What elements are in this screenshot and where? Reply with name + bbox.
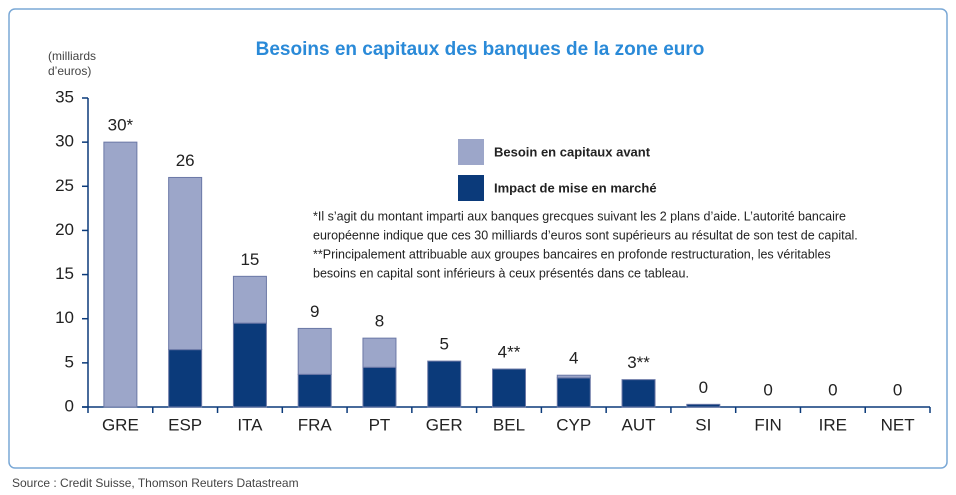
y-tick-label: 10: [55, 308, 74, 327]
x-tick-label: SI: [695, 415, 711, 434]
bar-segment: [362, 337, 397, 368]
y-tick-label: 30: [55, 132, 74, 151]
bar-segment: [362, 366, 397, 408]
y-axis-label: d’euros): [48, 64, 91, 78]
total-label: 0: [893, 380, 902, 399]
frame: [8, 8, 948, 469]
bar-segment: [621, 379, 656, 408]
bar-segment: [232, 322, 267, 408]
total-label: 4**: [498, 343, 521, 362]
bar-segment: [168, 349, 203, 408]
note: **Principalement attribuable aux groupes…: [313, 247, 831, 261]
bar-segment: [168, 176, 203, 351]
x-tick-label: CYP: [556, 415, 591, 434]
x-tick-label: ESP: [168, 415, 202, 434]
note: *Il s’agit du montant imparti aux banque…: [313, 209, 846, 223]
total-label: 15: [240, 250, 259, 269]
x-tick-label: AUT: [622, 415, 656, 434]
total-label: 0: [828, 380, 837, 399]
legend-label: Impact de mise en marché: [494, 180, 657, 195]
legend-swatch: [458, 139, 484, 165]
bar-segment: [686, 403, 721, 408]
total-label: 3**: [627, 353, 650, 372]
y-tick-label: 35: [55, 87, 74, 106]
x-tick-label: PT: [369, 415, 391, 434]
y-tick-label: 20: [55, 220, 74, 239]
bar-segment: [297, 327, 332, 375]
total-label: 4: [569, 349, 578, 368]
note: européenne indique que ces 30 milliards …: [313, 228, 858, 242]
y-tick-label: 5: [65, 352, 74, 371]
total-label: 0: [699, 378, 708, 397]
total-label: 5: [439, 335, 448, 354]
total-label: 26: [176, 151, 195, 170]
bar-segment: [556, 374, 591, 379]
bar-segment: [232, 275, 267, 324]
chart-title: Besoins en capitaux des banques de la zo…: [256, 39, 705, 60]
x-tick-label: ITA: [237, 415, 263, 434]
legend-swatch: [458, 175, 484, 201]
total-label: 0: [763, 380, 772, 399]
y-tick-label: 25: [55, 176, 74, 195]
x-tick-label: FRA: [298, 415, 333, 434]
bar-segment: [492, 368, 526, 408]
x-tick-label: NET: [881, 415, 915, 434]
legend-label: Besoin en capitaux avant: [494, 144, 651, 159]
y-axis-label: (milliards: [48, 49, 96, 63]
total-label: 30*: [108, 116, 134, 135]
total-label: 8: [375, 312, 384, 331]
y-tick-label: 15: [55, 264, 74, 283]
bar-segment: [556, 377, 591, 408]
total-label: 9: [310, 302, 319, 321]
x-tick-label: IRE: [819, 415, 847, 434]
y-tick-label: 0: [65, 396, 74, 415]
x-tick-label: FIN: [754, 415, 781, 434]
source: Source : Credit Suisse, Thomson Reuters …: [12, 476, 299, 490]
bar-segment: [297, 373, 332, 408]
x-tick-label: GRE: [102, 415, 139, 434]
note: besoins en capital sont inférieurs à ceu…: [313, 266, 689, 280]
bar-segment: [103, 141, 138, 408]
x-tick-label: BEL: [493, 415, 525, 434]
bar-segment: [427, 360, 462, 408]
x-tick-label: GER: [426, 415, 463, 434]
